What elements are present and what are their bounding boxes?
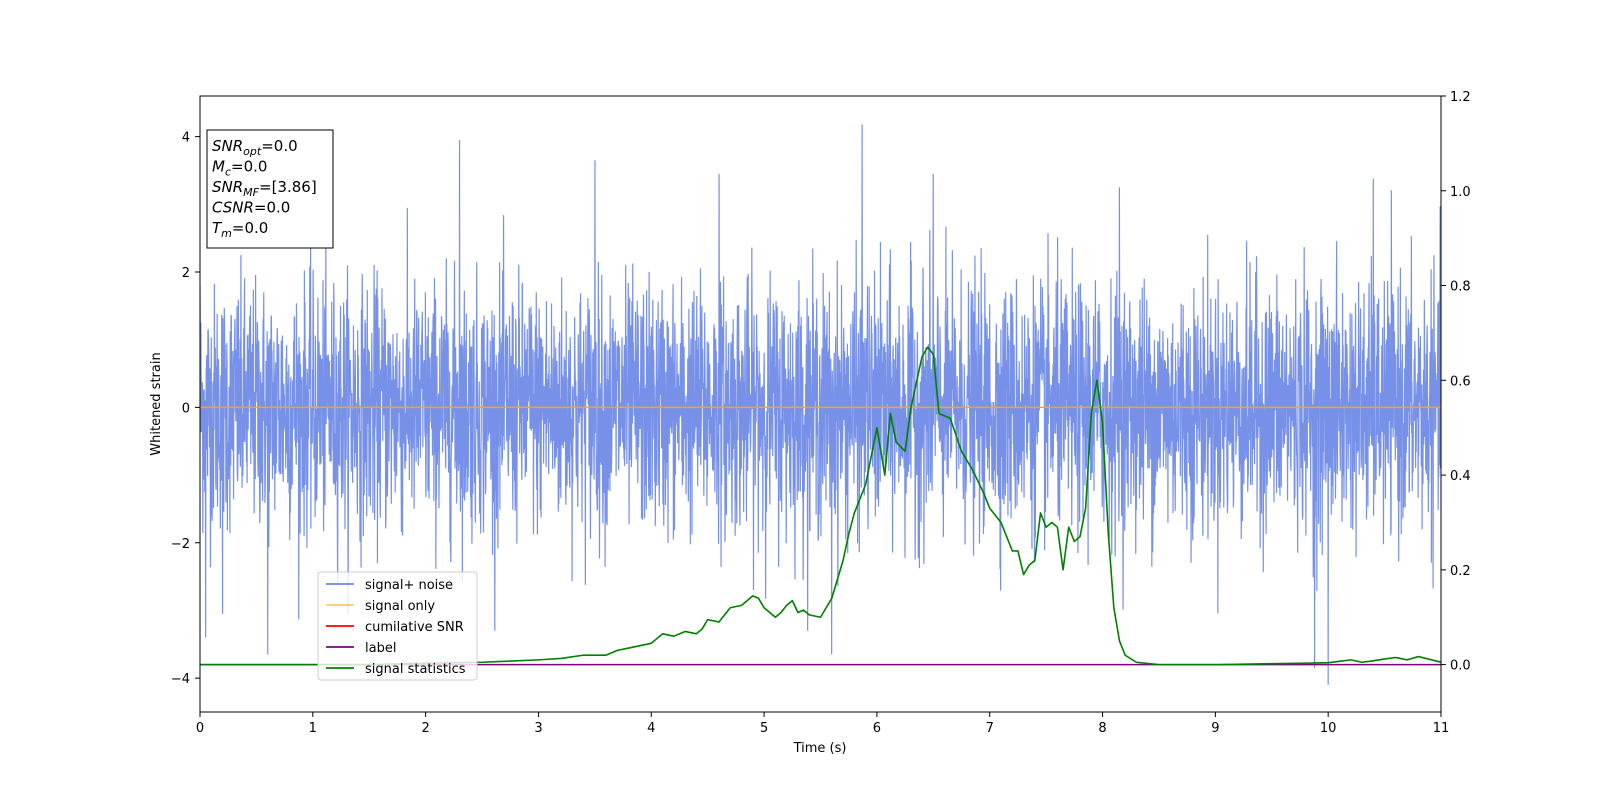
legend-label: signal only xyxy=(365,599,435,614)
legend-frame xyxy=(317,571,478,681)
x-tick-label: 4 xyxy=(647,721,655,736)
x-tick-label: 9 xyxy=(1211,721,1219,736)
x-tick-label: 2 xyxy=(421,721,429,736)
annotation-symbol: CSNR xyxy=(212,199,254,217)
x-tick-label: 0 xyxy=(196,721,204,736)
y-tick-label: −4 xyxy=(171,672,190,687)
x-tick-label: 11 xyxy=(1433,721,1450,736)
annotation-line: SNRopt=0.0 xyxy=(212,137,298,158)
y2-tick-label: 0.2 xyxy=(1450,564,1471,579)
noise-series xyxy=(200,124,1441,685)
y2-tick-label: 0.6 xyxy=(1450,374,1471,389)
y-tick-label: 2 xyxy=(182,266,190,281)
annotation-value: =0.0 xyxy=(232,219,268,237)
x-tick-label: 5 xyxy=(760,721,768,736)
annotation-line: CSNR=0.0 xyxy=(212,199,290,217)
annotation-subscript: opt xyxy=(243,145,262,158)
annotation-symbol: SNR xyxy=(212,178,243,196)
x-tick-label: 3 xyxy=(534,721,542,736)
annotation-value: =[3.86] xyxy=(259,178,317,196)
annotation-symbol: T xyxy=(212,219,223,237)
legend-label: signal statistics xyxy=(365,662,466,677)
plot-frame xyxy=(199,95,1442,713)
annotation-line: Tm=0.0 xyxy=(212,219,268,240)
x-tick-label: 8 xyxy=(1098,721,1106,736)
y2-tick-label: 1.0 xyxy=(1450,185,1471,200)
y-axis-left: 4 2 0 −2 −4 xyxy=(171,131,200,687)
annotation-frame xyxy=(206,129,334,249)
series-line-signal-statistics xyxy=(200,346,1441,666)
series-line-signal-noise xyxy=(200,124,1441,685)
x-tick-label: 10 xyxy=(1320,721,1337,736)
x-tick-label: 7 xyxy=(986,721,994,736)
y2-tick-label: 1.2 xyxy=(1450,90,1471,105)
legend-label: label xyxy=(365,641,396,656)
annotation-value: =0.0 xyxy=(231,158,267,176)
annotation-line: Mc=0.0 xyxy=(212,158,267,179)
y-tick-label: −2 xyxy=(171,537,190,552)
annotation-subscript: c xyxy=(225,166,231,179)
annotation-value: =0.0 xyxy=(254,199,290,217)
legend-label: cumilative SNR xyxy=(365,620,464,635)
annotation-line: SNRMF=[3.86] xyxy=(212,178,317,199)
legend: signal+ noise signal only cumilative SNR la… xyxy=(317,571,478,681)
annotation-symbol: M xyxy=(212,158,225,176)
legend-label: signal+ noise xyxy=(365,578,453,593)
annotation-subscript: m xyxy=(221,227,232,240)
annotation-box: SNRopt=0.0Mc=0.0SNRMF=[3.86]CSNR=0.0Tm=0… xyxy=(206,129,334,249)
x-axis-label: Time (s) xyxy=(793,741,847,756)
annotation-symbol: SNR xyxy=(212,137,243,155)
y-axis-right: 1.2 1.0 0.8 0.6 0.4 0.2 0.0 xyxy=(1441,90,1471,674)
x-tick-label: 1 xyxy=(309,721,317,736)
x-tick-label: 6 xyxy=(873,721,881,736)
y-tick-label: 4 xyxy=(182,131,190,146)
y-axis-label: Whitened strain xyxy=(149,352,164,455)
annotation-subscript: MF xyxy=(243,186,259,199)
y2-tick-label: 0.4 xyxy=(1450,469,1471,484)
y2-tick-label: 0.8 xyxy=(1450,280,1471,295)
x-axis: 0 1 2 3 4 5 6 7 8 9 10 11 xyxy=(196,712,1449,736)
y-tick-label: 0 xyxy=(182,401,190,416)
annotation-value: =0.0 xyxy=(261,137,297,155)
y2-tick-label: 0.0 xyxy=(1450,659,1471,674)
